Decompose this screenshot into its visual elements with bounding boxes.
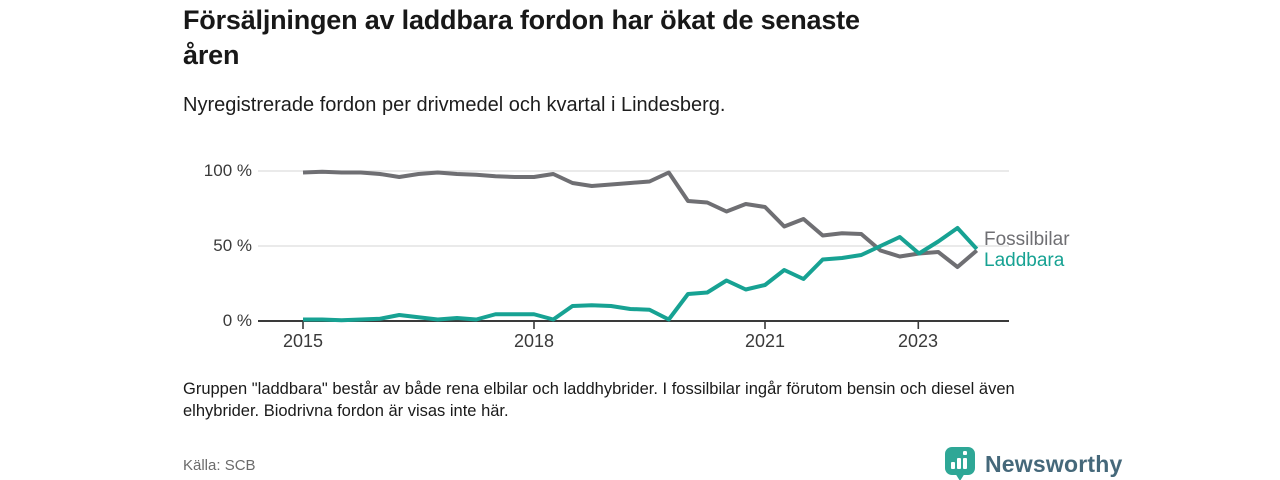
x-axis-tick-label-2015: 2015	[282, 331, 324, 351]
logo-bar-dot	[963, 451, 967, 455]
newsworthy-logo: Newsworthy	[944, 446, 1122, 480]
source-credit: Källa: SCB	[183, 457, 256, 474]
y-axis-tick-label-50: 50 %	[213, 236, 252, 255]
chart-footnote: Gruppen "laddbara" består av både rena e…	[183, 380, 1015, 420]
series-label-laddbara: Laddbara	[984, 250, 1065, 271]
x-axis-tick-label-2021: 2021	[744, 331, 786, 351]
series-label-fossilbilar: Fossilbilar	[984, 229, 1070, 250]
line-chart-plot-area	[258, 169, 1009, 329]
y-axis-tick-label-100: 100 %	[203, 161, 252, 180]
line-series-fossilbilar	[302, 169, 979, 269]
newsworthy-pin-barchart-icon	[945, 447, 975, 480]
logo-badge-tail	[955, 473, 965, 480]
chart-subtitle: Nyregistrerade fordon per drivmedel och …	[183, 94, 726, 116]
logo-bar-1	[951, 462, 955, 469]
logo-brand-text: Newsworthy	[985, 450, 1123, 477]
x-axis-tick-label-2018: 2018	[513, 331, 555, 351]
logo-bar-2	[957, 458, 961, 469]
x-axis-tick-label-2023: 2023	[897, 331, 939, 351]
chart-title: Försäljningen av laddbara fordon har öka…	[183, 5, 860, 70]
logo-bar-3	[963, 458, 967, 469]
data-series-group	[302, 169, 979, 323]
y-axis-tick-label-0: 0 %	[222, 311, 252, 330]
line-series-laddbara	[303, 226, 979, 323]
